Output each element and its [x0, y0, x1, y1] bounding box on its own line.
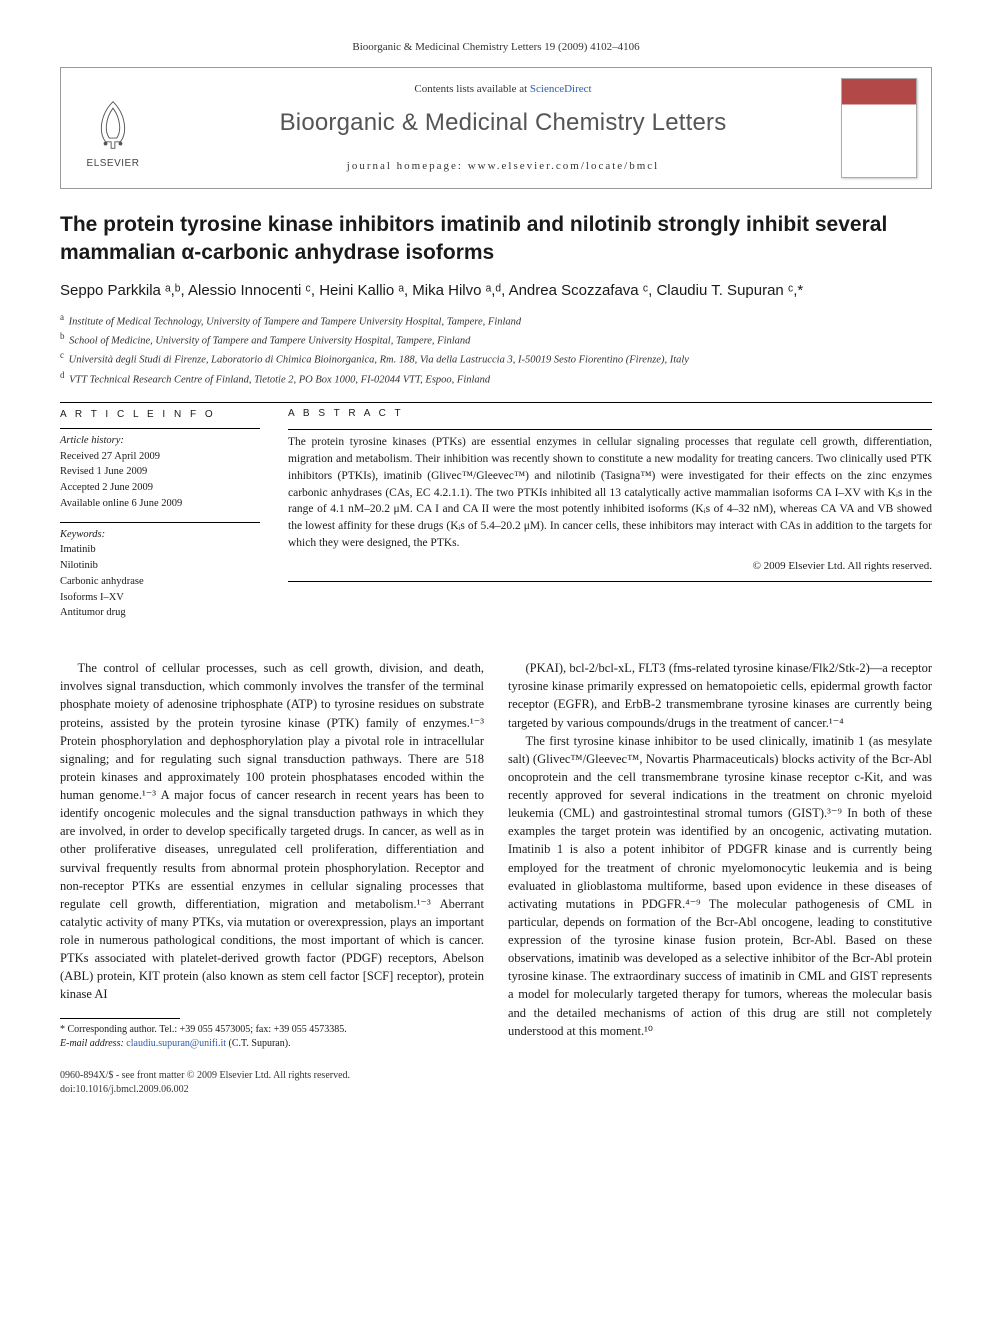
journal-masthead: ELSEVIER Contents lists available at Sci…	[60, 67, 932, 189]
journal-name: Bioorganic & Medicinal Chemistry Letters	[165, 106, 841, 140]
affil-text: School of Medicine, University of Tamper…	[69, 336, 470, 347]
keywords-label: Keywords:	[60, 527, 260, 543]
history-item: Accepted 2 June 2009	[60, 480, 260, 496]
divider	[288, 429, 932, 430]
journal-homepage: journal homepage: www.elsevier.com/locat…	[165, 159, 841, 174]
homepage-prefix: journal homepage:	[347, 160, 468, 172]
contents-available-line: Contents lists available at ScienceDirec…	[165, 82, 841, 97]
affil-text: Università degli Studi di Firenze, Labor…	[69, 355, 689, 366]
publisher-name: ELSEVIER	[87, 157, 140, 171]
history-item: Available online 6 June 2009	[60, 496, 260, 512]
article-body: The control of cellular processes, such …	[60, 659, 932, 1050]
keyword: Imatinib	[60, 542, 260, 558]
history-item: Received 27 April 2009	[60, 449, 260, 465]
divider	[60, 428, 260, 429]
affiliations: a Institute of Medical Technology, Unive…	[60, 311, 932, 388]
affil-sup: d	[60, 370, 65, 380]
footer-front-matter: 0960-894X/$ - see front matter © 2009 El…	[60, 1069, 932, 1083]
corresponding-author-footnote: * Corresponding author. Tel.: +39 055 45…	[60, 1023, 484, 1051]
abstract-copyright: © 2009 Elsevier Ltd. All rights reserved…	[288, 559, 932, 575]
history-item: Revised 1 June 2009	[60, 464, 260, 480]
journal-cover-thumbnail	[841, 78, 917, 178]
article-info-block: A R T I C L E I N F O Article history: R…	[60, 407, 260, 621]
journal-reference: Bioorganic & Medicinal Chemistry Letters…	[60, 40, 932, 55]
body-paragraph: The first tyrosine kinase inhibitor to b…	[508, 732, 932, 1040]
footer-doi: doi:10.1016/j.bmcl.2009.06.002	[60, 1083, 932, 1097]
abstract-text: The protein tyrosine kinases (PTKs) are …	[288, 434, 932, 551]
history-label: Article history:	[60, 433, 260, 449]
keyword: Carbonic anhydrase	[60, 574, 260, 590]
keyword: Antitumor drug	[60, 605, 260, 621]
publisher-logo: ELSEVIER	[75, 85, 151, 171]
abstract-heading: A B S T R A C T	[288, 407, 932, 422]
footnote-separator	[60, 1018, 180, 1019]
abstract-block: A B S T R A C T The protein tyrosine kin…	[288, 407, 932, 621]
affil-sup: a	[60, 312, 64, 322]
affil-sup: b	[60, 331, 65, 341]
affil-sup: c	[60, 350, 64, 360]
article-info-heading: A R T I C L E I N F O	[60, 407, 260, 422]
affil-text: Institute of Medical Technology, Univers…	[69, 316, 522, 327]
email-link[interactable]: claudiu.supuran@unifi.it	[126, 1038, 226, 1049]
body-paragraph: The control of cellular processes, such …	[60, 659, 484, 1003]
divider	[288, 581, 932, 582]
keyword: Nilotinib	[60, 558, 260, 574]
email-suffix: (C.T. Supuran).	[229, 1038, 291, 1049]
footnote-corr: * Corresponding author. Tel.: +39 055 45…	[60, 1023, 484, 1037]
homepage-url[interactable]: www.elsevier.com/locate/bmcl	[468, 160, 660, 172]
affil-text: VTT Technical Research Centre of Finland…	[69, 374, 490, 385]
author-list: Seppo Parkkila ᵃ,ᵇ, Alessio Innocenti ᶜ,…	[60, 280, 932, 301]
body-paragraph: (PKAI), bcl-2/bcl-xL, FLT3 (fms-related …	[508, 659, 932, 732]
page-footer: 0960-894X/$ - see front matter © 2009 El…	[60, 1069, 932, 1097]
contents-prefix: Contents lists available at	[414, 83, 529, 95]
sciencedirect-link[interactable]: ScienceDirect	[530, 83, 592, 95]
divider	[60, 522, 260, 523]
article-title: The protein tyrosine kinase inhibitors i…	[60, 211, 932, 266]
email-label: E-mail address:	[60, 1038, 124, 1049]
keyword: Isoforms I–XV	[60, 590, 260, 606]
divider	[60, 402, 932, 403]
elsevier-tree-icon	[85, 97, 141, 153]
